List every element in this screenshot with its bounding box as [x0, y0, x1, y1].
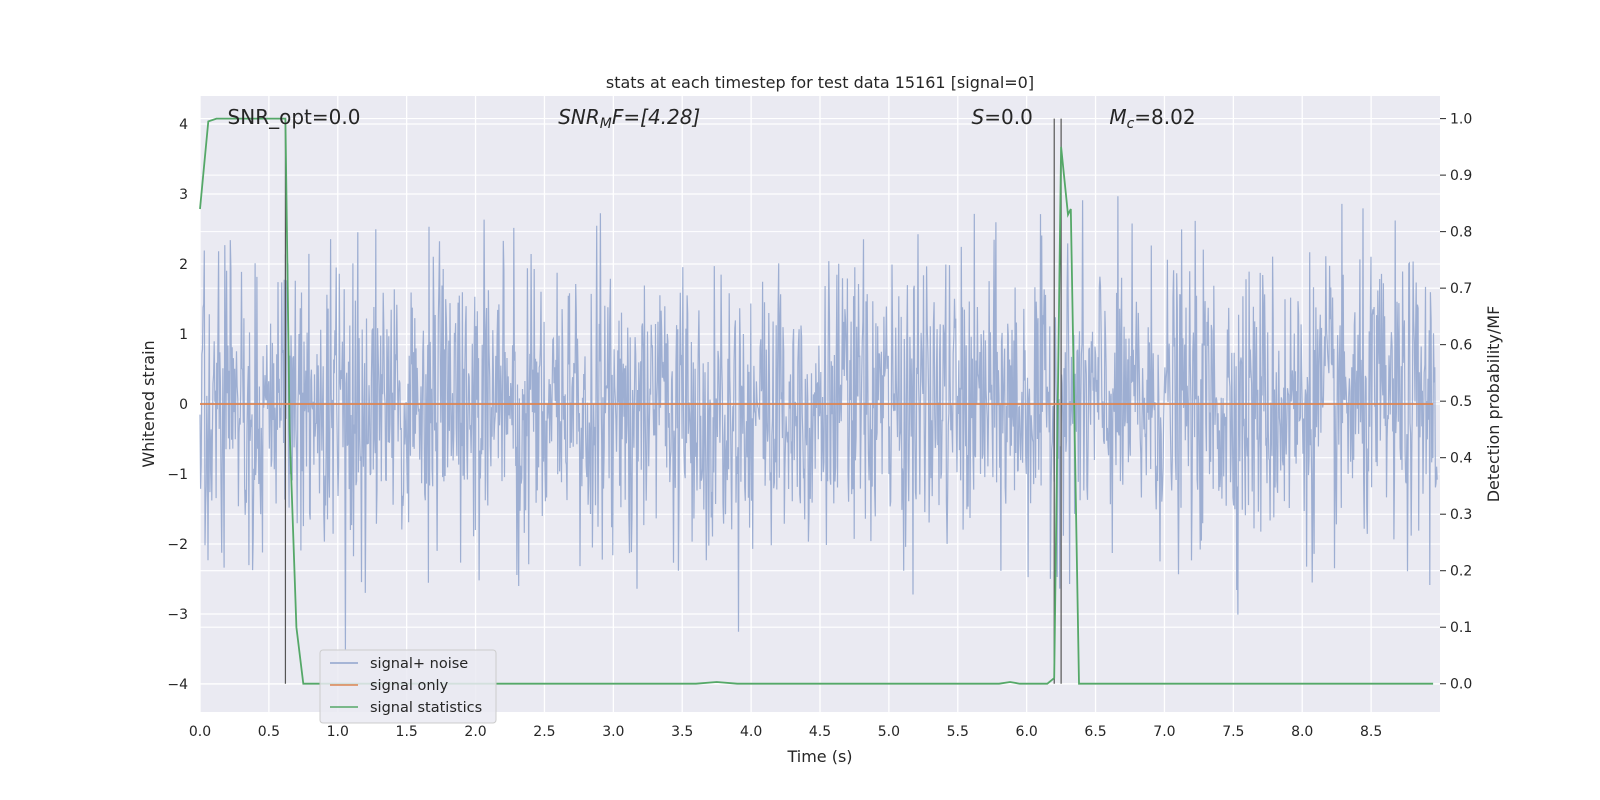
x-tick-label: 7.0: [1153, 724, 1175, 740]
annotations: SNR_opt=0.0 SNRMF=[4.28] S=0.0 Mc=8.02: [228, 105, 1196, 132]
y-tick-label: 1: [179, 327, 188, 343]
y-tick-label: 2: [179, 257, 188, 273]
y-axis-title: Whitened strain: [139, 340, 158, 467]
y2-tick-label: 1.0: [1450, 112, 1472, 128]
x-tick-label: 2.0: [464, 724, 486, 740]
legend-box: [319, 649, 497, 724]
x-tick-label: 5.0: [878, 724, 900, 740]
y-tick-label: −1: [167, 467, 188, 483]
y-tick-label: 3: [179, 187, 188, 203]
y-tick-label: 4: [179, 117, 188, 133]
legend-label-signal-statistics: signal statistics: [370, 700, 482, 716]
x-tick-label: 1.0: [327, 724, 349, 740]
y2-tick-label: 0.9: [1450, 168, 1472, 184]
chart-title: stats at each timestep for test data 151…: [606, 73, 1034, 92]
y2-tick-label: 0.1: [1450, 620, 1472, 636]
y2-tick-label: 0.0: [1450, 677, 1472, 693]
y-tick-label: −3: [167, 607, 188, 623]
y2-axis-title: Detection probability/MF: [1484, 306, 1503, 503]
x-tick-label: 4.0: [740, 724, 762, 740]
x-tick-label: 4.5: [809, 724, 831, 740]
x-axis-ticks: 0.0 0.5 1.0 1.5 2.0 2.5 3.0 3.5 4.0 4.5 5.0 5.5 6.0 6…: [189, 724, 1382, 740]
x-tick-label: 0.5: [258, 724, 280, 740]
y-axis-ticks: 4 3 2 1 0 −1 −2 −3 −4: [167, 117, 188, 693]
series-signal-plus-noise: [199, 196, 1438, 650]
x-tick-label: 7.5: [1222, 724, 1244, 740]
annotation-mc: Mc=8.02: [1109, 105, 1195, 132]
y-tick-label: 0: [179, 397, 188, 413]
x-tick-label: 6.0: [1016, 724, 1038, 740]
y2-tick-label: 0.7: [1450, 281, 1472, 297]
signal-plus-noise-line: [199, 196, 1438, 650]
y-tick-label: −4: [167, 677, 188, 693]
x-axis-title: Time (s): [786, 747, 852, 766]
x-tick-label: 3.5: [671, 724, 693, 740]
x-tick-label: 6.5: [1084, 724, 1106, 740]
x-tick-label: 0.0: [189, 724, 211, 740]
annotation-s: S=0.0: [972, 105, 1033, 129]
x-tick-label: 8.5: [1360, 724, 1382, 740]
annotation-snr-opt: SNR_opt=0.0: [228, 105, 361, 129]
annotation-snr-mf: SNRMF=[4.28]: [558, 105, 700, 132]
y2-tick-label: 0.4: [1450, 451, 1472, 467]
x-tick-label: 8.0: [1291, 724, 1313, 740]
y2-tick-label: 0.3: [1450, 507, 1472, 523]
line-series: [199, 117, 1434, 685]
legend-label-signal-only: signal only: [370, 678, 449, 694]
y2-tick-label: 0.6: [1450, 338, 1472, 354]
x-tick-label: 5.5: [947, 724, 969, 740]
x-tick-label: 2.5: [533, 724, 555, 740]
x-tick-label: 1.5: [396, 724, 418, 740]
legend-label-signal-plus-noise: signal+ noise: [370, 656, 468, 672]
y2-axis-ticks: 1.0 0.9 0.8 0.7 0.6 0.5 0.4 0.3 0.2 0.1 0.0: [1440, 112, 1472, 693]
legend: signal+ noise signal only signal statist…: [319, 649, 497, 724]
x-tick-label: 3.0: [602, 724, 624, 740]
y2-tick-label: 0.8: [1450, 225, 1472, 241]
y-tick-label: −2: [167, 537, 188, 553]
series-signal-statistics: [199, 117, 1434, 685]
y2-tick-label: 0.2: [1450, 564, 1472, 580]
y2-tick-label: 0.5: [1450, 394, 1472, 410]
